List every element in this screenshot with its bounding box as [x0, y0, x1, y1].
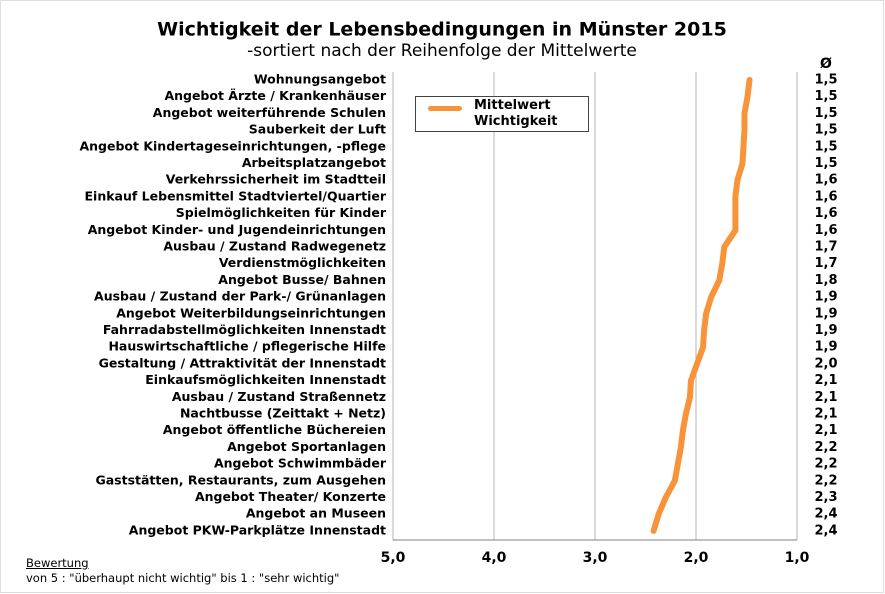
y-tick-label: Einkaufsmöglichkeiten Innenstadt — [145, 372, 386, 387]
legend-label: Mittelwert Wichtigkeit — [474, 98, 558, 129]
value-label: 1,9 — [814, 323, 837, 338]
y-tick-label: Verdienstmöglichkeiten — [219, 255, 386, 270]
y-tick-label: Ausbau / Zustand Radwegenetz — [163, 239, 386, 254]
value-label: 1,5 — [814, 139, 837, 154]
y-tick-label: Gestaltung / Attraktivität der Innenstad… — [99, 355, 386, 370]
value-label: 1,5 — [814, 106, 837, 121]
y-tick-label: Angebot Theater/ Konzerte — [195, 489, 386, 504]
y-tick-label: Angebot Sportanlagen — [227, 439, 386, 454]
value-label: 2,1 — [814, 423, 837, 438]
y-tick-label: Spielmöglichkeiten für Kinder — [176, 205, 387, 220]
value-label: 1,6 — [814, 173, 837, 188]
y-tick-label: Angebot Weiterbildungseinrichtungen — [116, 305, 386, 320]
y-tick-label: Angebot Ärzte / Krankenhäuser — [164, 88, 386, 103]
annotation: Bewertung — [26, 556, 89, 570]
y-tick-label: Gaststätten, Restaurants, zum Ausgehen — [95, 472, 386, 487]
value-label: 1,5 — [814, 89, 837, 104]
series-line — [650, 77, 753, 534]
y-tick-label: Ausbau / Zustand Straßennetz — [172, 389, 386, 404]
value-label: 2,1 — [814, 390, 837, 405]
y-tick-label: Verkehrssicherheit im Stadtteil — [166, 172, 386, 187]
value-label: 1,6 — [814, 189, 837, 204]
chart-subtitle: -sortiert nach der Reihenfolge der Mitte… — [247, 41, 637, 61]
x-tick-label: 3,0 — [583, 550, 608, 566]
y-tick-label: Einkauf Lebensmittel Stadtviertel/Quarti… — [85, 188, 387, 203]
y-tick-label: Wohnungsangebot — [254, 72, 386, 87]
x-tick-label: 5,0 — [381, 550, 406, 566]
y-tick-label: Fahrradabstellmöglichkeiten Innenstadt — [103, 322, 386, 337]
value-label: 2,3 — [814, 490, 837, 505]
y-tick-label: Angebot weiterführende Schulen — [153, 105, 386, 120]
value-label: 1,5 — [814, 156, 837, 171]
value-label: 2,2 — [814, 440, 837, 455]
y-tick-label: Angebot Schwimmbäder — [214, 456, 387, 471]
value-label: 1,9 — [814, 306, 837, 321]
annotation: von 5 : "überhaupt nicht wichtig" bis 1 … — [26, 571, 340, 585]
value-label: 2,4 — [814, 523, 837, 538]
y-tick-label: Angebot Busse/ Bahnen — [218, 272, 386, 287]
value-column-header: Ø — [820, 56, 832, 72]
value-label: 2,4 — [814, 507, 837, 522]
value-label: 1,6 — [814, 223, 837, 238]
y-tick-label: Arbeitsplatzangebot — [242, 155, 386, 170]
value-label: 1,9 — [814, 290, 837, 305]
y-tick-label: Angebot Kinder- und Jugendeinrichtungen — [88, 222, 386, 237]
legend: Mittelwert Wichtigkeit — [415, 96, 589, 132]
y-tick-label: Angebot öffentliche Büchereien — [163, 422, 386, 437]
value-label: 2,2 — [814, 457, 837, 472]
value-label: 1,7 — [814, 256, 837, 271]
value-label: 2,1 — [814, 373, 837, 388]
x-tick-label: 2,0 — [684, 550, 709, 566]
value-label: 1,7 — [814, 240, 837, 255]
y-tick-label: Sauberkeit der Luft — [249, 122, 386, 137]
value-label: 1,8 — [814, 273, 837, 288]
value-label: 1,5 — [814, 73, 837, 88]
x-tick-label: 4,0 — [482, 550, 507, 566]
chart-title: Wichtigkeit der Lebensbedingungen in Mün… — [157, 19, 727, 41]
value-label: 2,0 — [814, 356, 837, 371]
y-tick-label: Angebot an Museen — [246, 506, 386, 521]
value-label: 2,1 — [814, 407, 837, 422]
legend-swatch — [428, 106, 462, 111]
y-tick-label: Angebot PKW-Parkplätze Innenstadt — [129, 522, 386, 537]
y-tick-label: Hauswirtschaftliche / pflegerische Hilfe — [108, 339, 386, 354]
value-label: 1,6 — [814, 206, 837, 221]
value-label: 1,9 — [814, 340, 837, 355]
x-tick-label: 1,0 — [785, 550, 810, 566]
y-tick-label: Nachtbusse (Zeittakt + Netz) — [180, 406, 386, 421]
value-label: 2,2 — [814, 473, 837, 488]
value-label: 1,5 — [814, 123, 837, 138]
y-tick-label: Ausbau / Zustand der Park-/ Grünanlagen — [94, 289, 386, 304]
y-tick-label: Angebot Kindertageseinrichtungen, -pfleg… — [79, 138, 386, 153]
